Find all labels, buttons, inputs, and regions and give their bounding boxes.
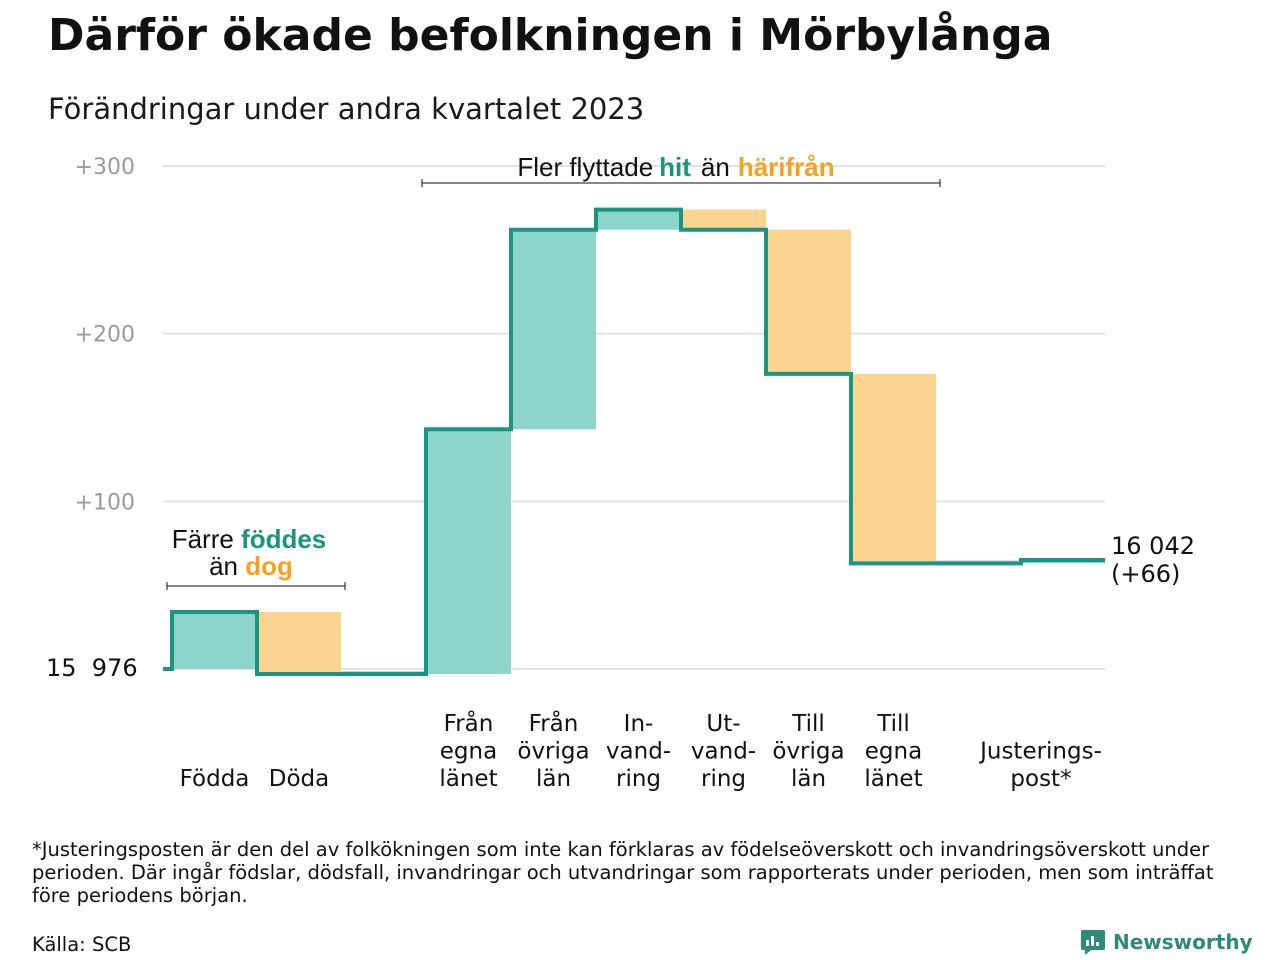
y-tick-label: +300 <box>75 155 135 180</box>
category-label: post* <box>1010 766 1071 792</box>
annotation-migration-middle: än <box>701 152 730 182</box>
annotation-births-highlight: föddes <box>241 524 326 554</box>
waterfall-chart: +100+200+300 Födda DödaFrånegnalänetFrånö… <box>46 152 1195 792</box>
category-label: vand- <box>691 739 756 765</box>
category-label: egna <box>865 739 922 765</box>
y-tick-label: +100 <box>75 490 135 515</box>
grid-lines <box>163 164 1105 670</box>
bar <box>851 373 936 564</box>
category-label: länet <box>439 766 497 792</box>
bar <box>257 611 341 675</box>
category-label: län <box>791 766 826 792</box>
bars <box>172 209 1105 675</box>
bar <box>766 229 851 374</box>
y-axis-ticks: +100 +200 +300 <box>75 155 135 515</box>
category-label: ring <box>701 766 746 792</box>
category-label: Från <box>529 709 579 737</box>
annotation-deaths-highlight: dog <box>245 551 293 581</box>
start-value-label: 15 976 <box>46 654 138 682</box>
category-labels: Födda DödaFrånegnalänetFrånövrigalänIn-va… <box>180 709 1102 792</box>
annotation-births-line2: än dog <box>209 551 293 581</box>
running-total-line <box>163 207 1105 677</box>
source-label: Källa: SCB <box>32 933 132 956</box>
y-tick-label: +200 <box>75 323 135 348</box>
annotation-migration-harifran: härifrån <box>738 152 835 182</box>
category-label: Födda <box>180 766 250 792</box>
category-label: Från <box>444 709 494 737</box>
category-label: Ut- <box>706 711 740 737</box>
category-label: län <box>536 766 571 792</box>
category-label: Till <box>791 711 825 737</box>
bar <box>596 209 681 230</box>
category-label: Justerings- <box>978 739 1102 765</box>
brand: Newsworthy <box>1080 928 1253 956</box>
end-change-label: (+66) <box>1111 560 1180 588</box>
bar <box>511 229 596 430</box>
category-label: Till <box>876 711 910 737</box>
category-label: övriga <box>517 739 589 765</box>
bar <box>681 209 766 230</box>
annotation-births-prefix: Färre <box>172 524 241 554</box>
annotation-migration: Fler flyttade hit än härifrån <box>517 152 834 182</box>
annotation-migration-prefix: Fler flyttade <box>517 152 653 182</box>
annotations: Färre föddes än dog Fler flyttade hit än hä… <box>166 152 941 590</box>
annotation-deaths-prefix: än <box>209 551 245 581</box>
annotation-migration-hit: hit <box>659 152 691 182</box>
category-label: ring <box>616 766 661 792</box>
newsworthy-logo-icon <box>1081 930 1105 955</box>
category-label: länet <box>864 766 922 792</box>
running-total-polyline <box>163 207 1105 677</box>
bar <box>172 611 257 669</box>
bar <box>426 429 511 675</box>
page-subtitle: Förändringar under andra kvartalet 2023 <box>48 92 645 126</box>
annotation-births-line1: Färre föddes <box>172 524 327 554</box>
brand-name: Newsworthy <box>1113 930 1253 954</box>
category-label: Döda <box>269 766 329 792</box>
category-label: egna <box>440 739 497 765</box>
footnote: *Justeringsposten är den del av folkökni… <box>32 838 1214 907</box>
end-value-label: 16 042 <box>1111 532 1195 560</box>
category-label: In- <box>624 711 654 737</box>
category-label: övriga <box>772 739 844 765</box>
category-label: vand- <box>606 739 671 765</box>
page-title: Därför ökade befolkningen i Mörbylånga <box>48 10 1053 61</box>
